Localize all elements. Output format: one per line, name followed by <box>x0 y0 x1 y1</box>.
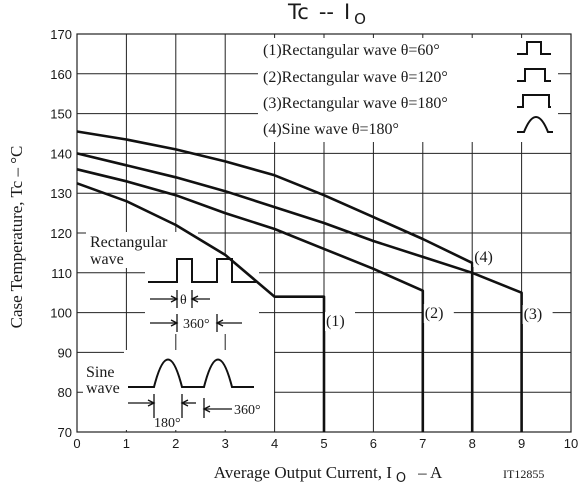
sine-wave-icon <box>128 358 254 388</box>
y-tick-label: 110 <box>51 266 72 281</box>
half-arrowhead-right <box>180 399 189 407</box>
grid-layer <box>76 33 572 433</box>
curve-label-2: (2) <box>425 305 444 322</box>
x-tick-label: 0 <box>73 436 80 451</box>
curve-label-background <box>473 248 504 267</box>
x-tick-label: 3 <box>222 436 229 451</box>
sine-wave-inset: Sine wave 180° 360° <box>86 358 261 431</box>
legend-entry-3: (3)Rectangular wave θ=180° <box>263 95 448 112</box>
curve-label-3: (3) <box>524 306 543 323</box>
sine-inset-label-line2: wave <box>86 380 120 397</box>
y-tick-label: 90 <box>58 345 72 360</box>
period-arrowhead-left <box>170 319 179 327</box>
theta-label: θ <box>180 293 187 308</box>
legend: (1)Rectangular wave θ=60° (2)Rectangular… <box>263 41 553 138</box>
legend-rect-wave-60-icon <box>517 41 551 55</box>
x-tick-label: 8 <box>469 436 476 451</box>
rect-period-label: 360° <box>183 317 210 332</box>
legend-rect-wave-120-icon <box>517 68 551 82</box>
legend-rect-wave-180-icon <box>517 94 551 108</box>
curve-label-background <box>522 305 553 324</box>
series-line-4 <box>76 130 474 432</box>
y-tick-label: 130 <box>50 186 72 201</box>
x-tick-label: 9 <box>518 436 525 451</box>
figure-code: IT12855 <box>503 467 544 481</box>
sine-inset-label-line1: Sine <box>86 364 114 381</box>
sine-inset-label-background <box>83 362 127 398</box>
x-tick-label: 4 <box>271 436 278 451</box>
y-tick-label: 150 <box>50 107 72 122</box>
x-tick-label: 1 <box>123 436 130 451</box>
sine-period-arrowhead <box>202 405 211 413</box>
legend-sine-wave-icon <box>517 116 553 133</box>
x-tick-label: 2 <box>172 436 179 451</box>
x-tick-label: 6 <box>370 436 377 451</box>
sine-half-label: 180° <box>154 416 181 431</box>
sine-period-label: 360° <box>234 403 261 418</box>
x-axis-label: Average Output Current, I O – A <box>214 463 443 486</box>
y-tick-label: 170 <box>50 27 72 42</box>
theta-arrowhead-left <box>170 295 179 303</box>
legend-entry-1: (1)Rectangular wave θ=60° <box>263 42 440 59</box>
y-tick-label: 120 <box>50 226 72 241</box>
rect-wave-inset: Rectangular wave θ 360° <box>90 234 256 332</box>
y-tick-label: 70 <box>58 425 72 440</box>
period-arrowhead-right <box>215 319 224 327</box>
tick-label-layer: 0 1 2 3 4 5 6 7 8 9 10 70 80 90 100 110 120 130 140 150 160 1… <box>50 27 578 451</box>
series-line-2 <box>76 168 425 432</box>
legend-entry-2: (2)Rectangular wave θ=120° <box>263 69 448 86</box>
legend-entry-4: (4)Sine wave θ=180° <box>263 121 399 138</box>
series-line-1 <box>76 182 326 432</box>
y-tick-label: 160 <box>50 67 72 82</box>
legend-background <box>258 38 558 142</box>
curve-layer <box>76 130 523 432</box>
series-line-3 <box>76 152 523 432</box>
x-tick-label: 5 <box>320 436 327 451</box>
rect-inset-label-line1: Rectangular <box>90 234 168 251</box>
curve-label-4: (4) <box>474 249 493 266</box>
y-tick-label: 140 <box>50 146 72 161</box>
y-axis-label: Case Temperature, Tc – °C <box>7 146 26 329</box>
rect-inset-label-line2: wave <box>90 251 124 268</box>
curve-label-layer: (1) (2) (3) (4) <box>325 248 553 331</box>
y-tick-label: 80 <box>58 385 72 400</box>
curve-label-1: (1) <box>326 313 345 330</box>
x-tick-label: 10 <box>564 436 578 451</box>
x-tick-label: 7 <box>419 436 426 451</box>
half-arrowhead-left <box>147 399 156 407</box>
chart-title: Tc -- I O <box>287 0 366 28</box>
y-tick-label: 100 <box>50 306 72 321</box>
curve-label-background <box>325 312 355 331</box>
rect-wave-icon <box>148 258 256 283</box>
sine-inset-background <box>124 350 274 430</box>
curve-label-background <box>423 304 454 323</box>
theta-arrowhead-right <box>190 295 199 303</box>
